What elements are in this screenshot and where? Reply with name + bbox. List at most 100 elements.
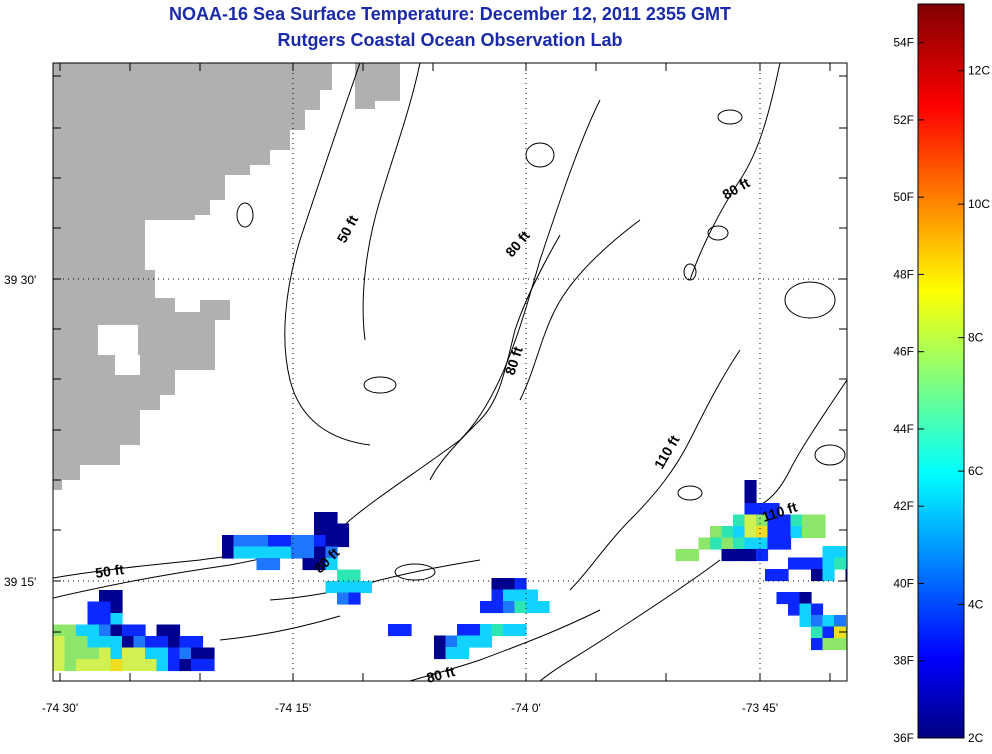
sst-pixel [256,535,269,548]
sst-pixel [76,636,89,649]
sst-pixel [156,659,169,672]
sst-pixel [822,569,835,582]
sst-pixel [53,636,66,649]
sst-pixel [744,514,757,527]
colorbar-label-f: 40F [893,576,914,590]
sst-pixel [845,626,847,639]
sst-pixel [480,635,493,648]
sst-pixel [776,592,789,605]
axis-ticks [53,63,847,681]
sst-pixel [133,659,146,672]
sst-pixel [133,624,146,637]
sst-pixel [744,537,757,550]
colorbar-label-c: 6C [968,464,984,478]
y-tick-label: 39 30' [4,273,36,287]
sst-pixel [99,613,112,626]
sst-pixel [110,613,123,626]
sst-pixel [291,546,304,559]
sst-pixel [337,569,350,582]
sst-pixel [503,578,516,591]
sst-pixel [314,523,327,536]
sst-pixel [110,601,123,614]
sst-pixel [687,549,700,562]
sst-pixel [99,601,112,614]
sst-pixel [822,546,835,559]
sst-pixel [756,537,769,550]
sst-pixel [710,526,723,539]
sst-pixel [537,601,550,614]
sst-pixel [99,636,112,649]
sst-pixel [799,603,812,616]
colorbar-label-f: 38F [893,654,914,668]
colorbar-label-f: 46F [893,345,914,359]
land-mass [53,63,400,490]
sst-pixel [776,569,789,582]
sst-pixel [813,514,826,527]
sst-pixel [790,526,803,539]
sst-pixel [222,535,235,548]
sst-pixel [468,624,481,637]
sst-pixel [337,535,350,548]
sst-pixel [325,512,338,525]
sst-pixel [360,581,373,594]
sst-pixel [245,546,258,559]
colorbar-label-c: 2C [968,731,984,745]
sst-pixel [64,647,77,660]
sst-pixel [325,535,338,548]
sst-pixel [514,601,527,614]
sst-pixel [845,557,847,570]
sst-pixel [133,647,146,660]
sst-pixel [191,647,204,660]
sst-pixel [834,557,847,570]
sst-pixel [337,523,350,536]
sst-pixel [325,558,338,571]
sst-pixel [767,537,780,550]
sst-pixel [799,592,812,605]
sst-pixel [202,659,215,672]
colorbar-label-f: 54F [893,36,914,50]
sst-pixel [245,535,258,548]
sst-pixel [811,603,824,616]
sst-pixel [526,589,539,602]
sst-pixel [822,638,835,651]
sst-pixel [133,636,146,649]
sst-pixel [348,581,361,594]
colorbar-label-c: 8C [968,331,984,345]
sst-pixel [202,647,215,660]
sst-data-pixels [53,480,847,672]
sst-pixel [733,549,746,562]
sst-pixel [325,523,338,536]
sst-pixel [337,592,350,605]
sst-pixel [302,535,315,548]
colorbar-label-f: 50F [893,190,914,204]
sst-pixel [756,549,769,562]
sst-pixel [233,546,246,559]
sst-pixel [268,535,281,548]
sst-pixel [445,647,458,660]
sst-pixel [87,613,100,626]
colorbar [917,3,965,739]
sst-pixel [503,589,516,602]
sst-pixel [314,546,327,559]
sst-pixel [122,659,135,672]
sst-pixel [813,526,826,539]
sst-pixel [179,659,192,672]
sst-pixel [122,647,135,660]
sst-pixel [110,647,123,660]
sst-pixel [291,535,304,548]
sst-pixel [99,647,112,660]
sst-pixel [53,659,66,672]
sst-pixel [733,514,746,527]
sst-pixel [145,659,158,672]
sst-pixel [268,558,281,571]
sst-pixel [834,626,847,639]
colorbar-label-c: 12C [968,64,990,78]
sst-pixel [503,624,516,637]
sst-pixel [87,636,100,649]
sst-pixel [168,624,181,637]
sst-pixel [156,647,169,660]
map-subtitle: Rutgers Coastal Ocean Observation Lab [277,30,623,50]
sst-pixel [756,526,769,539]
sst-pixel [314,558,327,571]
sst-pixel [799,615,812,628]
